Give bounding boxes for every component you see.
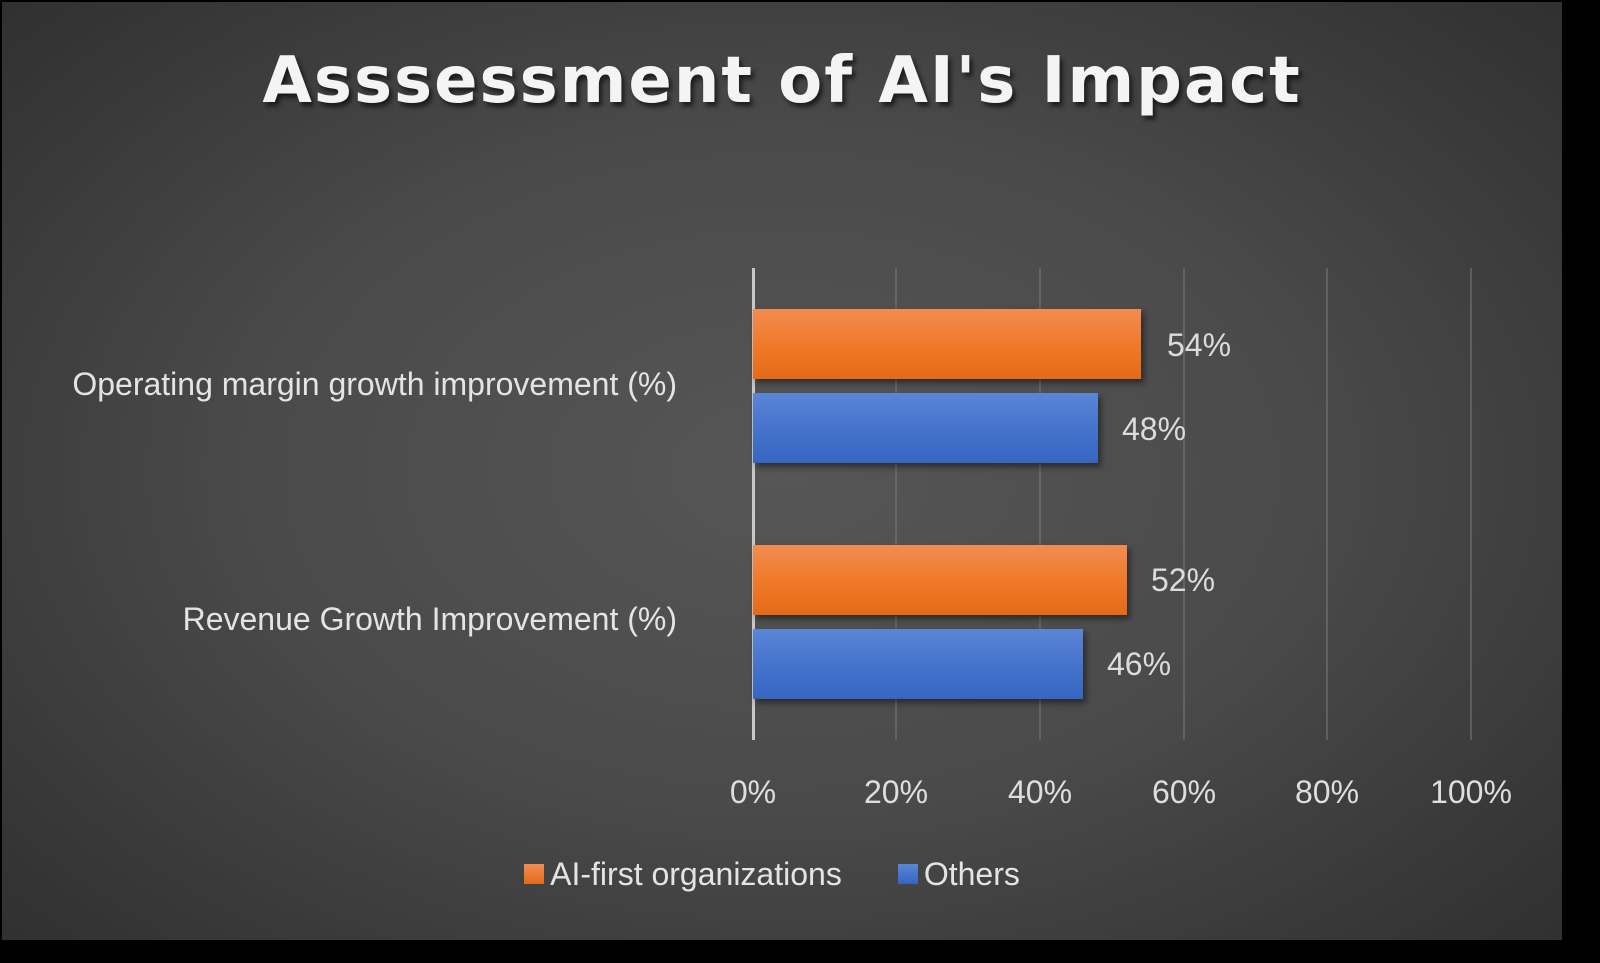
chart-title: Asssessment of AI's Impact	[262, 44, 1302, 118]
chart-legend: AI-first organizations Others	[0, 854, 1552, 894]
value-label-others-revenue-growth: 46%	[1107, 646, 1172, 682]
x-tick-60: 60%	[1151, 774, 1217, 810]
x-tick-40: 40%	[1007, 774, 1073, 810]
gridline-60	[1183, 268, 1185, 740]
gridline-20	[895, 268, 897, 740]
gridline-80	[1326, 268, 1328, 740]
x-tick-100: 100%	[1430, 774, 1512, 810]
legend-swatch-orange-icon	[524, 864, 545, 884]
bar-ai-first-revenue-growth[interactable]	[753, 545, 1127, 615]
category-label-revenue-growth: Revenue Growth Improvement (%)	[182, 601, 677, 637]
legend-item-ai-first[interactable]: AI-first organizations	[524, 854, 842, 894]
bar-others-revenue-growth[interactable]	[753, 629, 1083, 699]
gridline-100	[1470, 268, 1472, 740]
bar-others-operating-margin[interactable]	[753, 393, 1098, 463]
legend-item-others[interactable]: Others	[897, 854, 1020, 894]
legend-label-others: Others	[923, 856, 1020, 892]
legend-swatch-blue-icon	[897, 864, 918, 884]
category-label-operating-margin: Operating margin growth improvement (%)	[72, 366, 677, 402]
x-tick-80: 80%	[1294, 774, 1360, 810]
value-label-others-operating-margin: 48%	[1122, 411, 1187, 447]
value-label-ai-first-revenue-growth: 52%	[1151, 562, 1216, 598]
x-tick-20: 20%	[863, 774, 929, 810]
chart-panel: Asssessment of AI's Impact Operating mar…	[2, 2, 1562, 940]
y-axis-line	[752, 268, 755, 740]
x-tick-0: 0%	[729, 774, 777, 810]
value-label-ai-first-operating-margin: 54%	[1167, 327, 1232, 363]
bar-ai-first-operating-margin[interactable]	[753, 309, 1141, 379]
legend-label-ai-first: AI-first organizations	[550, 856, 842, 892]
gridline-40	[1039, 268, 1041, 740]
